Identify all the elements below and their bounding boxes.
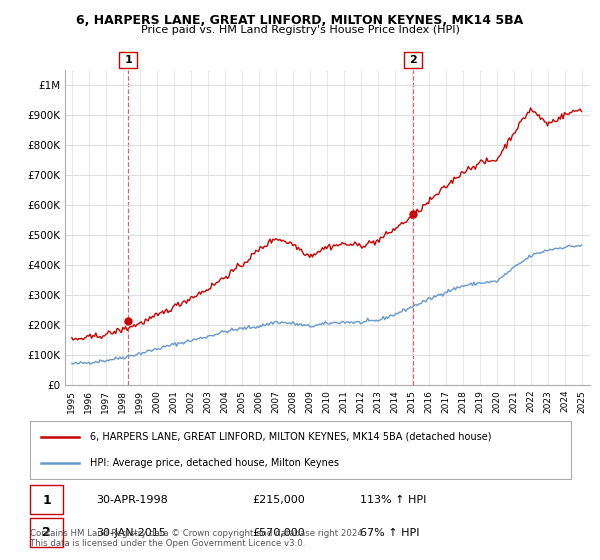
Text: Price paid vs. HM Land Registry's House Price Index (HPI): Price paid vs. HM Land Registry's House … — [140, 25, 460, 35]
FancyBboxPatch shape — [30, 421, 571, 479]
Text: 2: 2 — [409, 55, 417, 65]
Text: 67% ↑ HPI: 67% ↑ HPI — [360, 528, 419, 538]
Text: £570,000: £570,000 — [252, 528, 305, 538]
Text: 6, HARPERS LANE, GREAT LINFORD, MILTON KEYNES, MK14 5BA: 6, HARPERS LANE, GREAT LINFORD, MILTON K… — [76, 14, 524, 27]
Text: HPI: Average price, detached house, Milton Keynes: HPI: Average price, detached house, Milt… — [90, 458, 339, 468]
Text: 2: 2 — [42, 526, 51, 539]
Text: 113% ↑ HPI: 113% ↑ HPI — [360, 495, 427, 505]
Text: 30-JAN-2015: 30-JAN-2015 — [96, 528, 166, 538]
Text: 1: 1 — [42, 493, 51, 506]
Text: 6, HARPERS LANE, GREAT LINFORD, MILTON KEYNES, MK14 5BA (detached house): 6, HARPERS LANE, GREAT LINFORD, MILTON K… — [90, 432, 491, 442]
Text: Contains HM Land Registry data © Crown copyright and database right 2024.
This d: Contains HM Land Registry data © Crown c… — [30, 529, 365, 548]
Text: £215,000: £215,000 — [252, 495, 305, 505]
Text: 30-APR-1998: 30-APR-1998 — [96, 495, 168, 505]
Text: 1: 1 — [124, 55, 132, 65]
